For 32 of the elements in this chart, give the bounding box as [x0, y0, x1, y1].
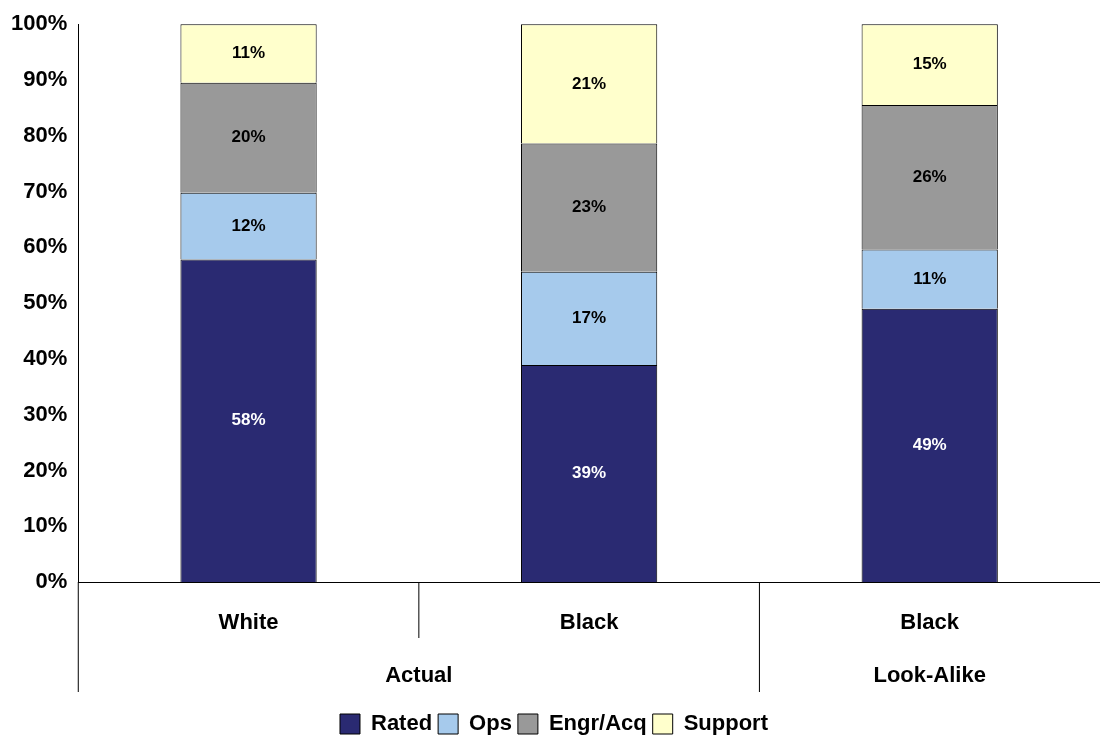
data-label: 11% [232, 43, 266, 63]
legend-label: Rated [370, 710, 433, 736]
data-label: 39% [572, 463, 607, 483]
data-label: 21% [572, 73, 607, 93]
text: Look-Alike [873, 662, 986, 688]
legend-label: Engr/Acq [548, 710, 647, 736]
x-tick-label: Black [559, 609, 620, 635]
legend-label: Support [683, 710, 769, 736]
x-tick-label: Black [900, 609, 960, 635]
y-tick-label: 70% [23, 177, 68, 203]
legend-label: Ops [469, 710, 512, 736]
data-label: 26% [912, 167, 947, 186]
data-label: 49% [912, 435, 947, 455]
data-label: 58% [231, 410, 266, 430]
data-label: 23% [572, 197, 607, 217]
y-tick-label: 90% [23, 66, 68, 92]
data-label: 15% [912, 54, 947, 74]
text: Actual [385, 662, 453, 688]
y-tick-label: 20% [23, 456, 68, 482]
data-label: 12% [231, 215, 266, 235]
x-tick-label: White [218, 609, 279, 635]
y-tick-label: 30% [23, 400, 68, 426]
y-tick-label: 100% [10, 10, 68, 36]
data-label: 11% [913, 268, 947, 288]
y-tick-label: 0% [35, 568, 68, 594]
y-tick-label: 50% [23, 289, 68, 315]
y-tick-label: 40% [23, 344, 68, 370]
data-label: 20% [231, 127, 266, 147]
y-tick-label: 10% [23, 512, 68, 538]
y-tick-label: 60% [23, 233, 68, 259]
data-label: 17% [572, 308, 607, 328]
y-tick-label: 80% [23, 121, 68, 147]
